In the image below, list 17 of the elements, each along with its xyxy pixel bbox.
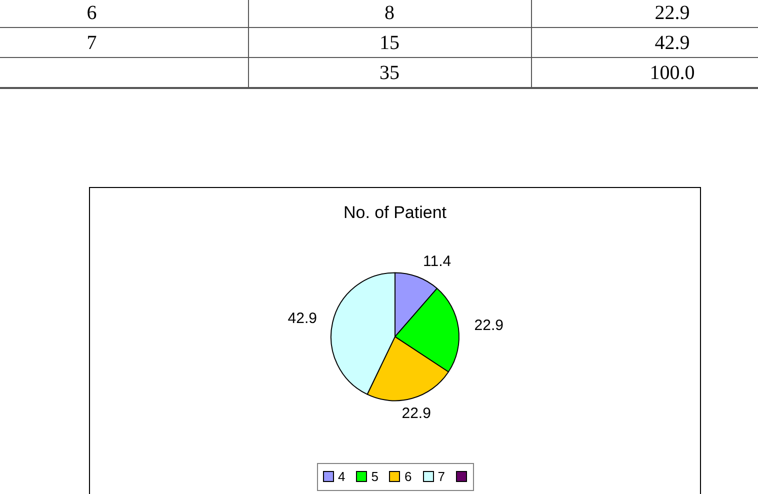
data-label: 11.4	[423, 252, 452, 270]
legend-label: 6	[404, 469, 412, 484]
text: 22.9	[654, 2, 690, 24]
text: 100.0	[650, 62, 695, 84]
text: 35	[380, 62, 400, 84]
data-label: 22.9	[402, 404, 431, 422]
chart-title: No. of Patient	[343, 202, 447, 222]
text: 15	[380, 32, 400, 54]
text: 6	[86, 2, 97, 24]
legend-label: 4	[338, 469, 346, 484]
data-label: 42.9	[288, 310, 318, 328]
legend-label: 5	[371, 469, 378, 484]
legend-label: 7	[438, 469, 445, 484]
data-label: 22.9	[474, 316, 504, 334]
text: 8	[384, 2, 394, 24]
text: 42.9	[654, 32, 690, 54]
text: 7	[86, 32, 97, 54]
